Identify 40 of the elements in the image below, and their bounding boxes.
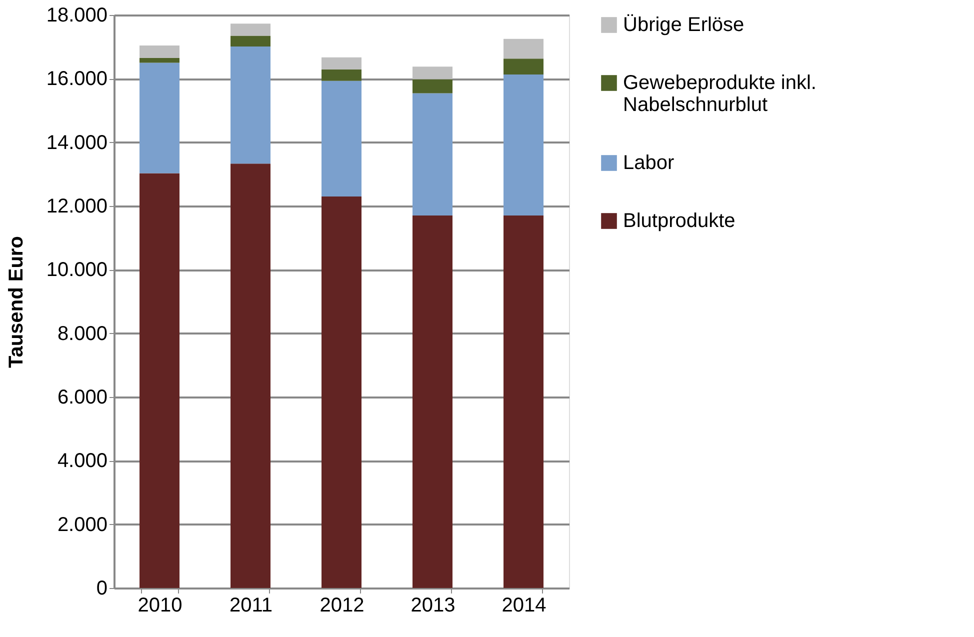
bar — [322, 196, 362, 588]
y-tick-label: 14.000 — [46, 132, 108, 154]
legend-label: Labor — [623, 152, 674, 174]
bar — [504, 216, 544, 588]
bar — [504, 38, 544, 59]
y-tick-label: 12.000 — [46, 196, 108, 218]
bar — [412, 79, 452, 94]
bar — [504, 58, 544, 75]
y-tick-label: 8.000 — [57, 322, 108, 345]
y-tick-label: 6.000 — [57, 386, 108, 408]
y-tick-label: 16.000 — [46, 68, 108, 90]
bar — [140, 46, 180, 58]
y-tick-label: 2.000 — [57, 514, 108, 536]
y-tick-label: 18.000 — [46, 4, 108, 26]
bar — [230, 24, 270, 36]
bar — [322, 80, 362, 196]
bar — [412, 216, 452, 588]
bar — [140, 58, 180, 63]
bar — [230, 36, 270, 47]
bar — [412, 93, 452, 216]
legend-label: Gewebeprodukte inkl. Nabelschnurblut — [623, 72, 816, 116]
bar — [230, 46, 270, 164]
x-tick-label: 2014 — [502, 594, 546, 616]
bar — [322, 57, 362, 70]
x-tick-label: 2010 — [138, 594, 182, 616]
x-tick-label: 2011 — [229, 594, 273, 616]
bar — [140, 62, 180, 174]
y-tick-label: 0 — [96, 578, 108, 600]
y-tick-label: 4.000 — [57, 450, 108, 472]
bar — [140, 173, 180, 588]
bar — [322, 69, 362, 81]
legend-label: Blutprodukte — [623, 210, 736, 232]
y-tick-label: 10.000 — [46, 259, 108, 282]
bar — [504, 74, 544, 216]
x-tick-label: 2013 — [410, 594, 456, 616]
x-tick-label: 2012 — [320, 594, 364, 616]
bar — [230, 164, 270, 588]
bar — [412, 66, 452, 80]
y-axis-title: Tausend Euro — [5, 236, 28, 368]
legend-label: Übrige Erlöse — [623, 14, 744, 36]
